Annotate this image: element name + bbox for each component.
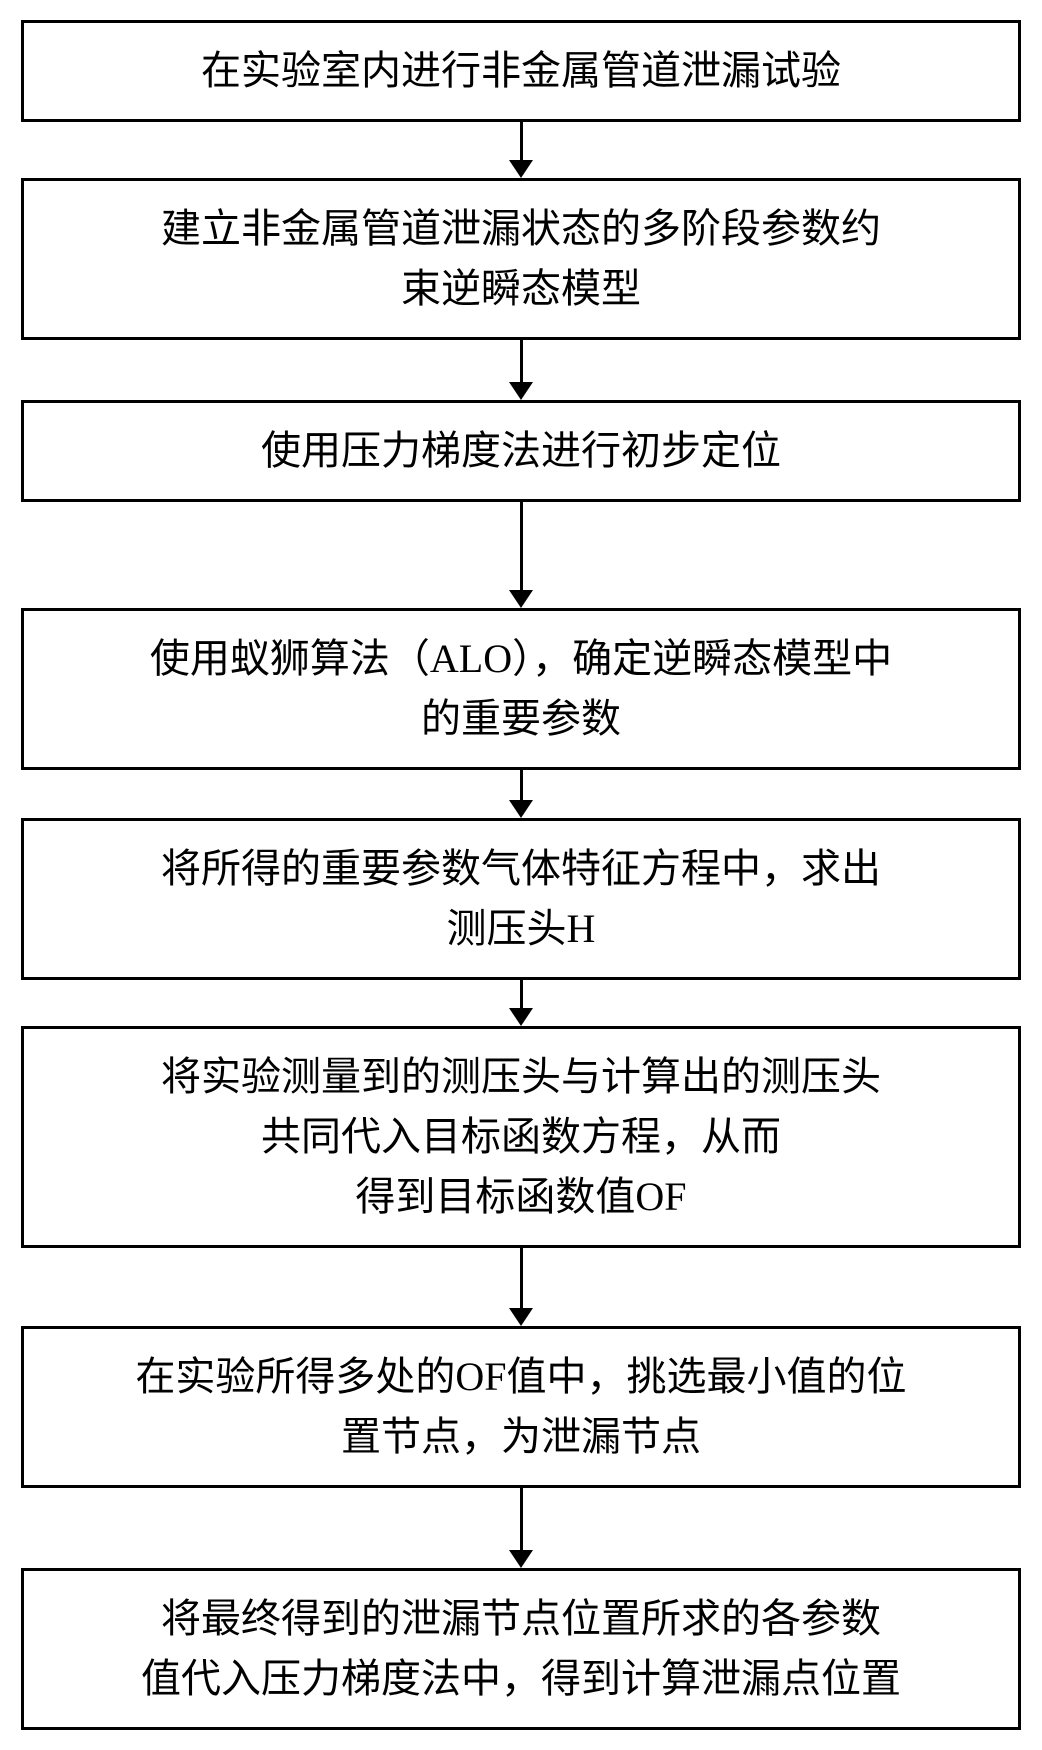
flowchart-arrow-4 <box>509 770 533 818</box>
flowchart-arrow-6 <box>509 1248 533 1326</box>
flowchart-container: 在实验室内进行非金属管道泄漏试验建立非金属管道泄漏状态的多阶段参数约束逆瞬态模型… <box>21 20 1021 1730</box>
flowchart-step-2: 建立非金属管道泄漏状态的多阶段参数约束逆瞬态模型 <box>21 178 1021 340</box>
flowchart-step-6: 将实验测量到的测压头与计算出的测压头共同代入目标函数方程，从而得到目标函数值OF <box>21 1026 1021 1248</box>
flowchart-arrow-1 <box>509 122 533 178</box>
flowchart-arrow-5 <box>509 980 533 1026</box>
flowchart-step-4: 使用蚁狮算法（ALO），确定逆瞬态模型中的重要参数 <box>21 608 1021 770</box>
flowchart-arrow-2 <box>509 340 533 400</box>
flowchart-arrow-3 <box>509 502 533 608</box>
flowchart-step-1: 在实验室内进行非金属管道泄漏试验 <box>21 20 1021 122</box>
flowchart-arrow-7 <box>509 1488 533 1568</box>
flowchart-step-5: 将所得的重要参数气体特征方程中，求出测压头H <box>21 818 1021 980</box>
flowchart-step-3: 使用压力梯度法进行初步定位 <box>21 400 1021 502</box>
flowchart-step-7: 在实验所得多处的OF值中，挑选最小值的位置节点，为泄漏节点 <box>21 1326 1021 1488</box>
flowchart-step-8: 将最终得到的泄漏节点位置所求的各参数值代入压力梯度法中，得到计算泄漏点位置 <box>21 1568 1021 1730</box>
